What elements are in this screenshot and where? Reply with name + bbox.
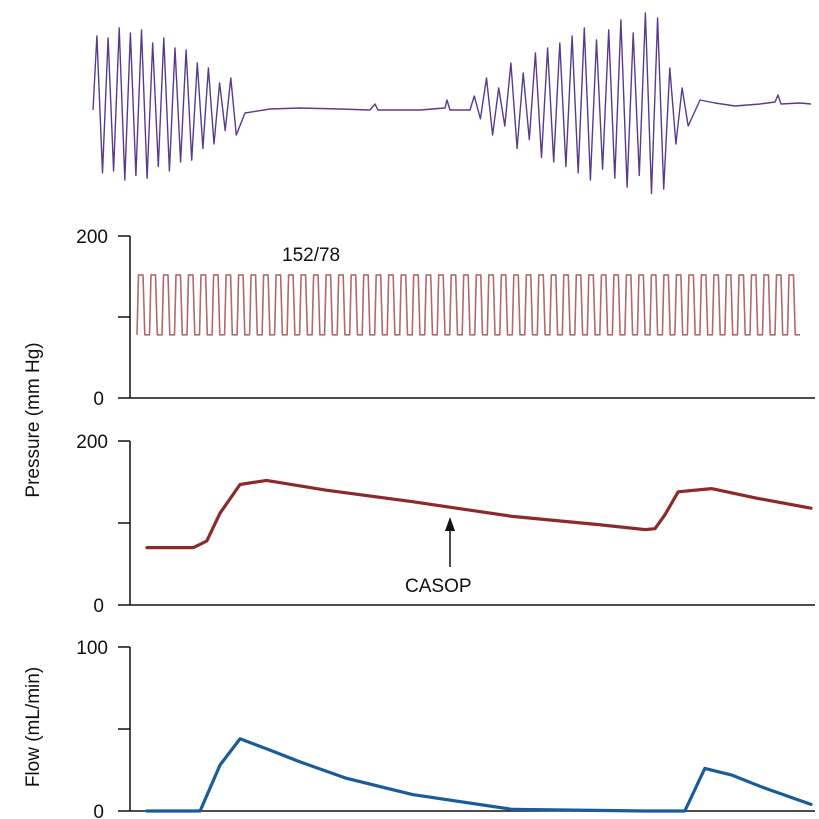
arterial-bp-annotation: 152/78 <box>282 245 340 266</box>
flow-tick-label-100: 100 <box>76 638 108 659</box>
arterial-pressure-trace <box>136 274 800 336</box>
casop-label: CASOP <box>405 576 472 597</box>
arterial-tick-label-200: 200 <box>76 227 108 248</box>
coronary-pressure-panel: 200 0 CASOP <box>76 432 815 617</box>
ecg-panel <box>92 12 812 195</box>
flow-axis-title: Flow (mL/min) <box>23 667 44 787</box>
arterial-tick-label-0: 0 <box>93 389 104 410</box>
arterial-pressure-panel: 200 0 152/78 <box>76 227 815 410</box>
ecg-trace <box>92 12 812 195</box>
pressure-axis-title: Pressure (mm Hg) <box>23 342 44 497</box>
flow-panel: 100 0 <box>76 638 815 819</box>
coronary-tick-label-200: 200 <box>76 432 108 453</box>
coronary-pressure-trace <box>145 478 813 550</box>
coronary-tick-label-0: 0 <box>93 596 104 617</box>
casop-arrow-head <box>445 517 455 531</box>
flow-trace <box>145 737 813 813</box>
flow-tick-label-0: 0 <box>93 802 104 819</box>
